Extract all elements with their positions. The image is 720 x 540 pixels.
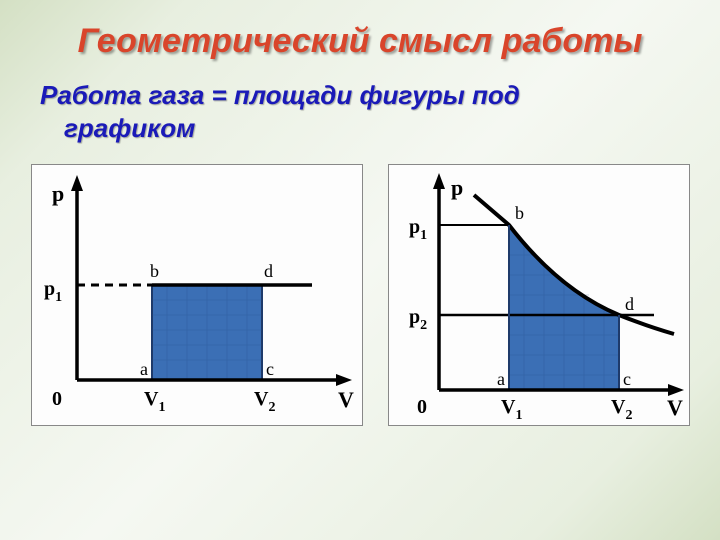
slide-title: Геометрический смысл работы	[0, 0, 720, 61]
pt-c: c	[266, 359, 274, 379]
x-axis-label: V	[338, 387, 354, 412]
x-axis-arrow	[336, 374, 352, 386]
v1-label: V1	[501, 396, 522, 423]
left-chart-svg: b d a c p V 0 p1 V1 V2	[32, 165, 362, 425]
y-axis-label: p	[52, 181, 64, 206]
y-axis-arrow	[71, 175, 83, 191]
subtitle-line2: графиком	[40, 113, 195, 143]
v1-label: V1	[144, 388, 165, 415]
x-axis-label: V	[667, 395, 683, 420]
left-chart: b d a c p V 0 p1 V1 V2	[31, 164, 363, 426]
origin-label: 0	[417, 396, 427, 418]
v2-label: V2	[611, 396, 632, 423]
pt-b: b	[515, 203, 524, 223]
pt-a: a	[497, 369, 505, 389]
p2-label: p2	[409, 306, 427, 333]
subtitle-line1: Работа газа = площади фигуры под	[40, 80, 520, 110]
p1-label: p1	[44, 278, 62, 305]
right-chart: b d a c p V 0 p1 p2 V1 V2	[388, 164, 690, 426]
p1-label: p1	[409, 216, 427, 243]
slide-subtitle: Работа газа = площади фигуры под графико…	[0, 61, 720, 144]
right-chart-svg: b d a c p V 0 p1 p2 V1 V2	[389, 165, 689, 425]
pt-d: d	[264, 261, 273, 281]
pt-d: d	[625, 294, 634, 314]
origin-label: 0	[52, 388, 62, 410]
charts-row: b d a c p V 0 p1 V1 V2	[0, 144, 720, 426]
pt-a: a	[140, 359, 148, 379]
pt-c: c	[623, 369, 631, 389]
v2-label: V2	[254, 388, 275, 415]
y-axis-label: p	[451, 175, 463, 200]
y-axis-arrow	[433, 173, 445, 189]
pt-b: b	[150, 261, 159, 281]
